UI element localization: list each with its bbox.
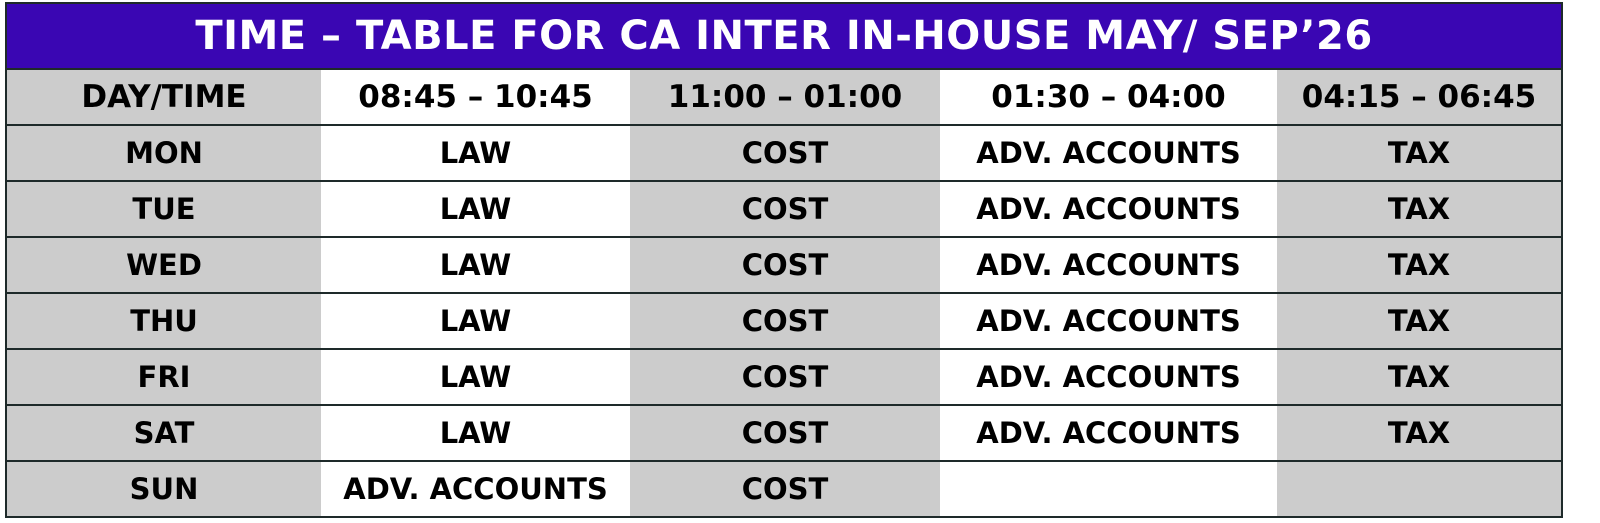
subject-cell: ADV. ACCOUNTS [940,406,1277,460]
header-row: DAY/TIME 08:45 – 10:45 11:00 – 01:00 01:… [7,70,1561,126]
subject-cell: ADV. ACCOUNTS [321,462,630,516]
day-cell: FRI [7,350,321,404]
day-cell: TUE [7,182,321,236]
subject-cell: LAW [321,238,630,292]
table-row: MON LAW COST ADV. ACCOUNTS TAX [7,126,1561,182]
table-title: TIME – TABLE FOR CA INTER IN-HOUSE MAY/ … [7,4,1561,70]
subject-cell: LAW [321,406,630,460]
subject-cell: LAW [321,350,630,404]
day-cell: SUN [7,462,321,516]
subject-cell: TAX [1277,182,1561,236]
table-row: THU LAW COST ADV. ACCOUNTS TAX [7,294,1561,350]
header-day-time: DAY/TIME [7,70,321,124]
subject-cell: TAX [1277,294,1561,348]
subject-cell [1277,462,1561,516]
subject-cell: COST [630,406,940,460]
header-slot-1: 08:45 – 10:45 [321,70,630,124]
subject-cell: LAW [321,182,630,236]
table-row: WED LAW COST ADV. ACCOUNTS TAX [7,238,1561,294]
subject-cell: ADV. ACCOUNTS [940,126,1277,180]
header-slot-2: 11:00 – 01:00 [630,70,940,124]
subject-cell: COST [630,238,940,292]
subject-cell: TAX [1277,350,1561,404]
subject-cell: LAW [321,126,630,180]
table-row: TUE LAW COST ADV. ACCOUNTS TAX [7,182,1561,238]
subject-cell: COST [630,294,940,348]
subject-cell: TAX [1277,126,1561,180]
day-cell: WED [7,238,321,292]
subject-cell: TAX [1277,406,1561,460]
table-row: SUN ADV. ACCOUNTS COST [7,462,1561,516]
subject-cell: ADV. ACCOUNTS [940,294,1277,348]
table-row: SAT LAW COST ADV. ACCOUNTS TAX [7,406,1561,462]
subject-cell: ADV. ACCOUNTS [940,182,1277,236]
subject-cell: ADV. ACCOUNTS [940,350,1277,404]
timetable: TIME – TABLE FOR CA INTER IN-HOUSE MAY/ … [5,2,1563,518]
subject-cell: COST [630,126,940,180]
header-slot-3: 01:30 – 04:00 [940,70,1277,124]
subject-cell: TAX [1277,238,1561,292]
day-cell: MON [7,126,321,180]
header-slot-4: 04:15 – 06:45 [1277,70,1561,124]
subject-cell: COST [630,182,940,236]
table-row: FRI LAW COST ADV. ACCOUNTS TAX [7,350,1561,406]
day-cell: THU [7,294,321,348]
subject-cell: ADV. ACCOUNTS [940,238,1277,292]
subject-cell [940,462,1277,516]
subject-cell: COST [630,462,940,516]
subject-cell: COST [630,350,940,404]
subject-cell: LAW [321,294,630,348]
day-cell: SAT [7,406,321,460]
